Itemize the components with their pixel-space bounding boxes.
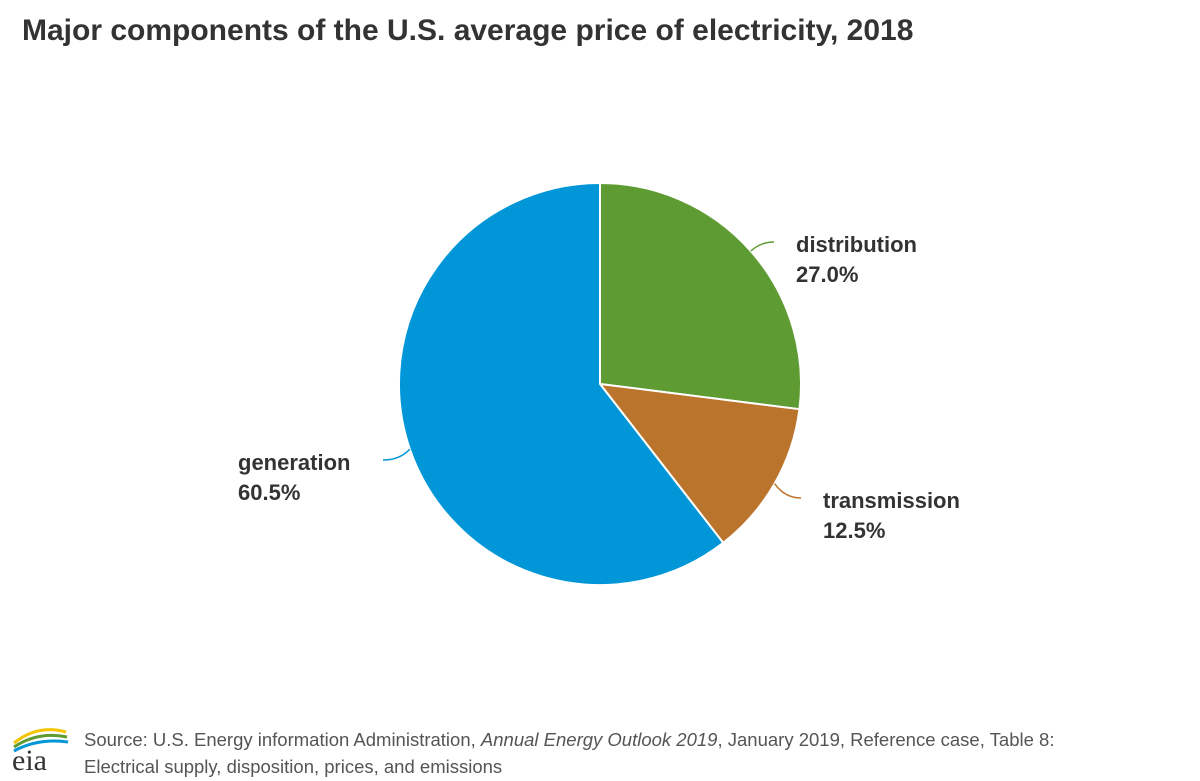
slice-value-transmission: 12.5% [823,518,885,543]
source-prefix: Source: U.S. Energy information Administ… [84,729,481,750]
leader-line-transmission [773,483,802,499]
slice-label-generation: generation [238,450,350,475]
pie-chart: distribution 27.0% transmission 12.5% genera… [238,181,960,586]
logo-arc-blue [13,739,69,753]
slice-value-generation: 60.5% [238,480,300,505]
slice-label-transmission: transmission [823,488,960,513]
pie-slice-generation [398,181,725,586]
pie-slice-transmission [597,382,801,545]
slice-value-distribution: 27.0% [796,262,858,287]
source-publication: Annual Energy Outlook 2019 [480,729,718,750]
logo-arc-yellow [13,728,67,745]
chart-title: Major components of the U.S. average pri… [22,14,914,47]
slice-label-distribution: distribution [796,232,917,257]
source-line2: Electrical supply, disposition, prices, … [84,756,503,777]
source-suffix: , January 2019, Reference case, Table 8: [717,729,1055,750]
eia-logo: eia [8,722,74,781]
source-note: Source: U.S. Energy information Administ… [84,726,1054,780]
pie-slice-distribution [599,181,802,411]
logo-text: eia [12,744,47,776]
logo-arc-green [13,733,68,749]
leader-line-distribution [750,241,775,252]
leader-line-generation [382,448,411,461]
